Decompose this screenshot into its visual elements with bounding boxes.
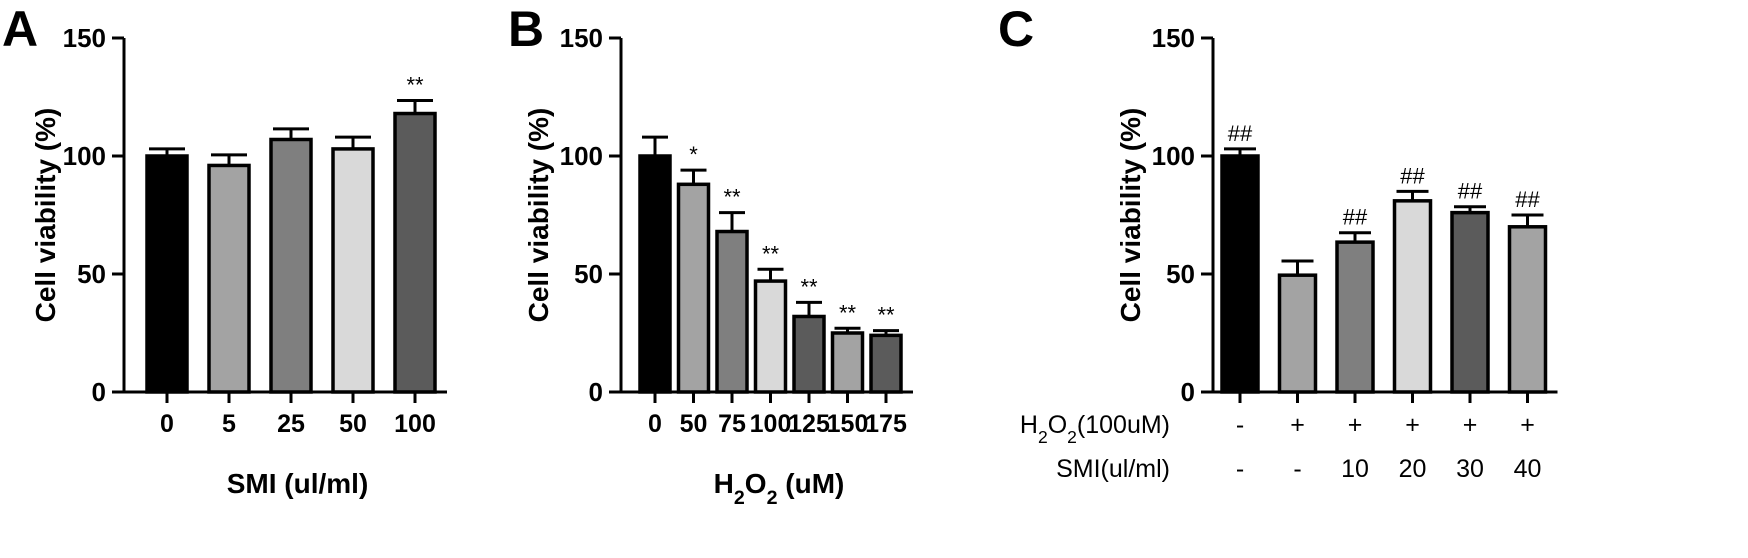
panel-letter: B [508, 1, 544, 57]
condition-row-label: SMI(ul/ml) [1056, 455, 1170, 483]
panel-a-chart: A 0 50 100 150 Cell viability (%) ** 0 5 25 50 100 S… [2, 1, 447, 499]
y-tick-label: 150 [63, 23, 106, 53]
x-tick-label: 50 [339, 410, 367, 438]
x-tick-label: 100 [394, 410, 436, 438]
y-tick-label: 50 [574, 259, 603, 289]
bar [753, 279, 788, 394]
x-tick-label: 0 [648, 410, 662, 438]
bar [715, 229, 749, 394]
bar [269, 137, 313, 394]
y-tick-label: 100 [63, 141, 106, 171]
bar [1450, 210, 1490, 394]
bar [792, 314, 826, 394]
condition-value: 40 [1514, 455, 1542, 483]
bar [638, 154, 672, 394]
condition-value: 30 [1456, 455, 1484, 483]
significance-label: ** [800, 274, 818, 299]
x-tick-label: 150 [827, 410, 869, 438]
x-tick-label: 125 [788, 410, 830, 438]
y-axis-label: Cell viability (%) [30, 108, 61, 323]
significance-label: ## [1343, 205, 1368, 230]
y-tick-label: 50 [1166, 259, 1195, 289]
condition-value: - [1236, 411, 1244, 439]
y-tick-label: 0 [1181, 377, 1195, 407]
condition-value: + [1520, 411, 1535, 439]
condition-value: + [1348, 411, 1363, 439]
y-tick-label: 150 [560, 23, 603, 53]
x-axis-label: SMI (ul/ml) [227, 468, 369, 499]
bar [676, 182, 711, 394]
bar [331, 147, 375, 394]
bar [1507, 225, 1548, 394]
condition-value: + [1405, 411, 1420, 439]
y-tick-label: 100 [560, 141, 603, 171]
x-tick-label: 100 [750, 410, 792, 438]
significance-label: ** [839, 300, 857, 325]
y-tick-label: 50 [77, 259, 106, 289]
panel-letter: A [2, 1, 38, 57]
bar [1392, 199, 1433, 394]
significance-label: ** [877, 303, 895, 328]
significance-label: * [689, 142, 698, 167]
condition-value: + [1290, 411, 1305, 439]
x-tick-label: 175 [865, 410, 907, 438]
panel-letter: C [998, 1, 1034, 57]
x-tick-label: 50 [680, 410, 708, 438]
condition-value: - [1236, 455, 1244, 483]
y-tick-label: 100 [1152, 141, 1195, 171]
y-tick-label: 0 [589, 377, 603, 407]
bar [393, 111, 437, 394]
bar [1220, 154, 1260, 394]
significance-label: ** [406, 73, 424, 98]
condition-row-label: H2O2(100uM) [1020, 411, 1170, 447]
y-axis-label: Cell viability (%) [523, 108, 554, 323]
significance-label: ** [762, 241, 780, 266]
panel-c-chart: C 0 50 100 150 Cell viability (%) ## ## ## ## ## H2… [998, 1, 1558, 483]
x-axis-label: H2O2 (uM) [714, 468, 845, 509]
x-tick-label: 75 [718, 410, 746, 438]
significance-label: ## [1228, 121, 1253, 146]
bar [1277, 273, 1318, 394]
bar [830, 331, 865, 394]
bar [1335, 240, 1375, 394]
bar [207, 163, 251, 394]
y-axis-label: Cell viability (%) [1115, 108, 1146, 323]
condition-value: + [1463, 411, 1478, 439]
condition-value: 10 [1341, 455, 1369, 483]
condition-value: - [1293, 455, 1301, 483]
significance-label: ** [723, 185, 741, 210]
bar [145, 154, 189, 394]
x-tick-label: 0 [160, 410, 174, 438]
significance-label: ## [1400, 163, 1425, 188]
condition-value: 20 [1399, 455, 1427, 483]
x-tick-label: 25 [277, 410, 305, 438]
significance-label: ## [1458, 179, 1483, 204]
bar [869, 333, 903, 394]
significance-label: ## [1515, 187, 1540, 212]
x-tick-label: 5 [222, 410, 236, 438]
y-tick-label: 0 [92, 377, 106, 407]
y-tick-label: 150 [1152, 23, 1195, 53]
